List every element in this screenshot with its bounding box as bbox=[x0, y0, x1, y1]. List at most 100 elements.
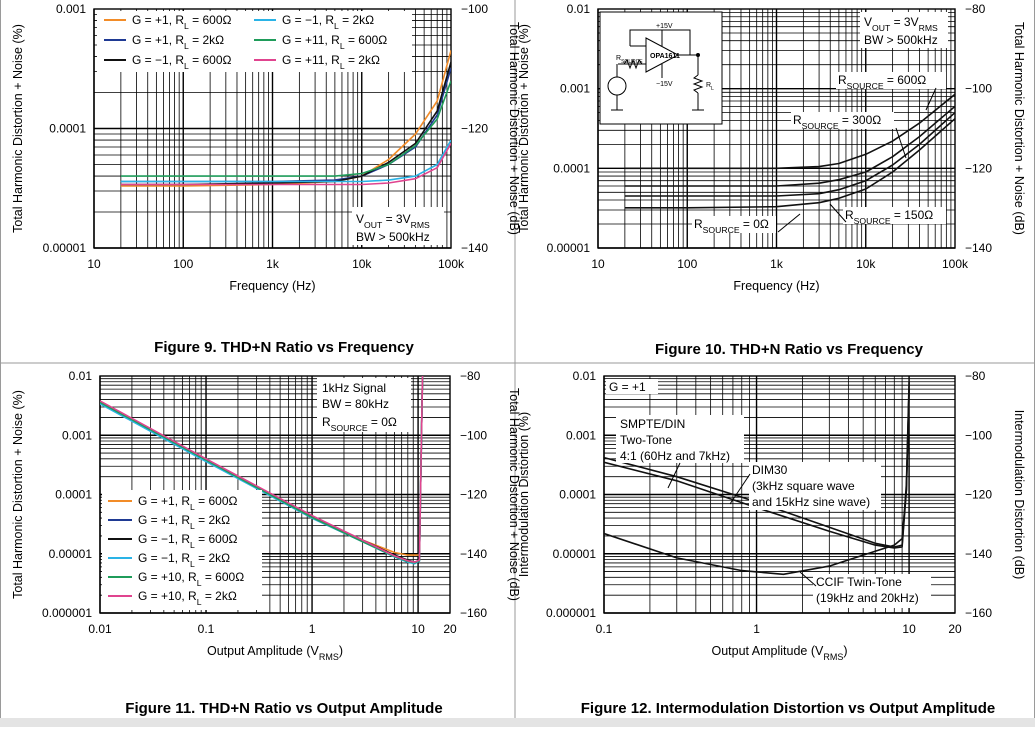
legend-box bbox=[102, 490, 262, 610]
x-tick-label: 20 bbox=[948, 622, 962, 636]
plot-frame bbox=[603, 375, 956, 614]
x-tick-label: 10 bbox=[87, 257, 101, 271]
leader-line bbox=[925, 87, 937, 111]
plot-frame bbox=[99, 375, 451, 614]
x-tick-label: 10k bbox=[352, 257, 372, 271]
figure-9-panel: 10 100 1k 10k 100k 0.00001 0.0001 0.001 −140 −120… bbox=[11, 2, 521, 356]
x-tick-label: 1k bbox=[770, 257, 784, 271]
curve-label-box bbox=[836, 72, 946, 89]
y-tick-label-left: 0.00001 bbox=[43, 241, 87, 255]
figure-12-panel: 0.1 1 10 20 0.000001 0.00001 0.0001 0.001 0.01 −1… bbox=[517, 369, 1026, 717]
circuit-opamp-label: OPA1611 bbox=[650, 53, 680, 60]
x-tick-label: 1 bbox=[309, 622, 316, 636]
curve-label-box bbox=[692, 216, 776, 233]
series-line-3 bbox=[624, 112, 955, 197]
x-tick-label: 0.01 bbox=[88, 622, 112, 636]
x-tick-label: 100k bbox=[942, 257, 969, 271]
curve-label-dim30: (3kHz square wave bbox=[752, 479, 855, 493]
y-axis-title-right: Total Harmonic Distortion + Noise (dB) bbox=[507, 388, 521, 601]
series-group bbox=[120, 50, 451, 187]
leader-line bbox=[729, 473, 751, 505]
curve-label-rsource: RSOURCE = 150Ω bbox=[845, 208, 933, 226]
curve-label-box bbox=[749, 462, 881, 510]
y-tick-label-left: 0.001 bbox=[62, 428, 92, 442]
annotation-bandwidth: BW > 500kHz bbox=[356, 230, 430, 244]
series-line-5 bbox=[120, 80, 451, 177]
curve-label-rsource: RSOURCE = 300Ω bbox=[793, 113, 881, 131]
curve-label-box bbox=[791, 112, 894, 129]
x-tick-label: 100 bbox=[173, 257, 193, 271]
series-group bbox=[100, 376, 424, 565]
series-line-1 bbox=[624, 93, 955, 170]
x-tick-label: 20 bbox=[443, 622, 457, 636]
y-tick-label-left: 0.0001 bbox=[49, 122, 86, 136]
y-tick-label-left: 0.0001 bbox=[559, 488, 596, 502]
y-tick-label-left: 0.0001 bbox=[55, 488, 92, 502]
annotation-box bbox=[606, 379, 658, 394]
y-tick-label-right: −80 bbox=[965, 369, 986, 383]
y-tick-label-right: −120 bbox=[965, 161, 992, 175]
series-group bbox=[604, 381, 910, 576]
curve-label-dim30: and 15kHz sine wave) bbox=[752, 495, 870, 509]
annotation-gain: G = +1 bbox=[609, 380, 646, 394]
circuit-rsource-label: RSOURCE bbox=[616, 55, 643, 65]
y-axis-title-right: Total Harmonic Distortion + Noise (dB) bbox=[1012, 22, 1026, 235]
circuit-vminus: −15V bbox=[656, 81, 673, 88]
y-tick-label-right: −100 bbox=[965, 82, 992, 96]
x-tick-label: 100 bbox=[677, 257, 697, 271]
leader-line bbox=[667, 462, 681, 489]
legend-box bbox=[97, 11, 412, 72]
figure-caption: Figure 9. THD+N Ratio vs Frequency bbox=[154, 339, 414, 356]
annotation-vout: VOUT = 3VRMS bbox=[356, 212, 430, 230]
plot-frame bbox=[597, 8, 956, 249]
leader-line bbox=[829, 203, 847, 223]
y-axis-title-right: Total Harmonic Distortion + Noise (dB) bbox=[507, 22, 521, 235]
circuit-schematic: +15V OPA1611 RSOURCE −15V RL bbox=[599, 11, 723, 125]
leader-line bbox=[799, 571, 817, 587]
y-tick-label-right: −120 bbox=[460, 488, 487, 502]
x-axis-title: Frequency (Hz) bbox=[229, 279, 315, 293]
x-tick-label: 0.1 bbox=[596, 622, 613, 636]
legend-entry: G = +10, RL = 2kΩ bbox=[138, 589, 237, 607]
legend-entry: G = +1, RL = 600Ω bbox=[138, 494, 238, 512]
y-tick-label-left: 0.00001 bbox=[547, 241, 591, 255]
series-line-6 bbox=[100, 376, 424, 563]
y-tick-label-right: −140 bbox=[460, 547, 487, 561]
y-axis-title-left: Total Harmonic Distortion + Noise (%) bbox=[11, 390, 25, 599]
circuit-vplus: +15V bbox=[656, 23, 673, 30]
y-axis-title-left: Intermodulation Distortion (%) bbox=[517, 412, 531, 577]
y-tick-label-right: −140 bbox=[965, 241, 992, 255]
y-tick-label-right: −140 bbox=[965, 547, 992, 561]
x-axis-title: Frequency (Hz) bbox=[733, 279, 819, 293]
y-tick-label-left: 0.001 bbox=[566, 428, 596, 442]
y-tick-label-left: 0.001 bbox=[56, 2, 86, 16]
y-tick-label-right: −100 bbox=[965, 428, 992, 442]
y-tick-label-right: −140 bbox=[461, 241, 488, 255]
legend-entry: G = +10, RL = 600Ω bbox=[138, 570, 244, 588]
x-tick-label: 0.1 bbox=[198, 622, 215, 636]
y-axis-title-left: Total Harmonic Distortion + Noise (%) bbox=[11, 24, 25, 233]
y-tick-label-right: −160 bbox=[965, 606, 992, 620]
curve-label-box bbox=[813, 574, 931, 608]
legend-entry: G = −1, RL = 600Ω bbox=[132, 53, 232, 71]
legend-entry: G = +1, RL = 2kΩ bbox=[138, 513, 230, 531]
plot-frame bbox=[93, 8, 452, 249]
figure-caption: Figure 10. THD+N Ratio vs Frequency bbox=[655, 341, 924, 358]
curve-label-ccif: (19kHz and 20kHz) bbox=[816, 591, 919, 605]
series-line-3 bbox=[120, 61, 451, 186]
y-tick-label-left: 0.000001 bbox=[42, 606, 92, 620]
curve-label-box bbox=[616, 415, 744, 463]
annotation-box bbox=[860, 12, 948, 48]
curve-label-smpte: SMPTE/DIN bbox=[620, 417, 685, 431]
y-tick-label-left: 0.01 bbox=[567, 2, 591, 16]
series-line-2 bbox=[624, 105, 955, 187]
annotation-vout: VOUT = 3VRMS bbox=[864, 15, 938, 33]
curve-label-dim30: DIM30 bbox=[752, 463, 788, 477]
x-tick-label: 10 bbox=[591, 257, 605, 271]
x-tick-label: 1k bbox=[266, 257, 280, 271]
y-tick-label-right: −80 bbox=[965, 2, 986, 16]
x-tick-label: 100k bbox=[438, 257, 465, 271]
figure-caption: Figure 12. Intermodulation Distortion vs… bbox=[581, 700, 995, 717]
